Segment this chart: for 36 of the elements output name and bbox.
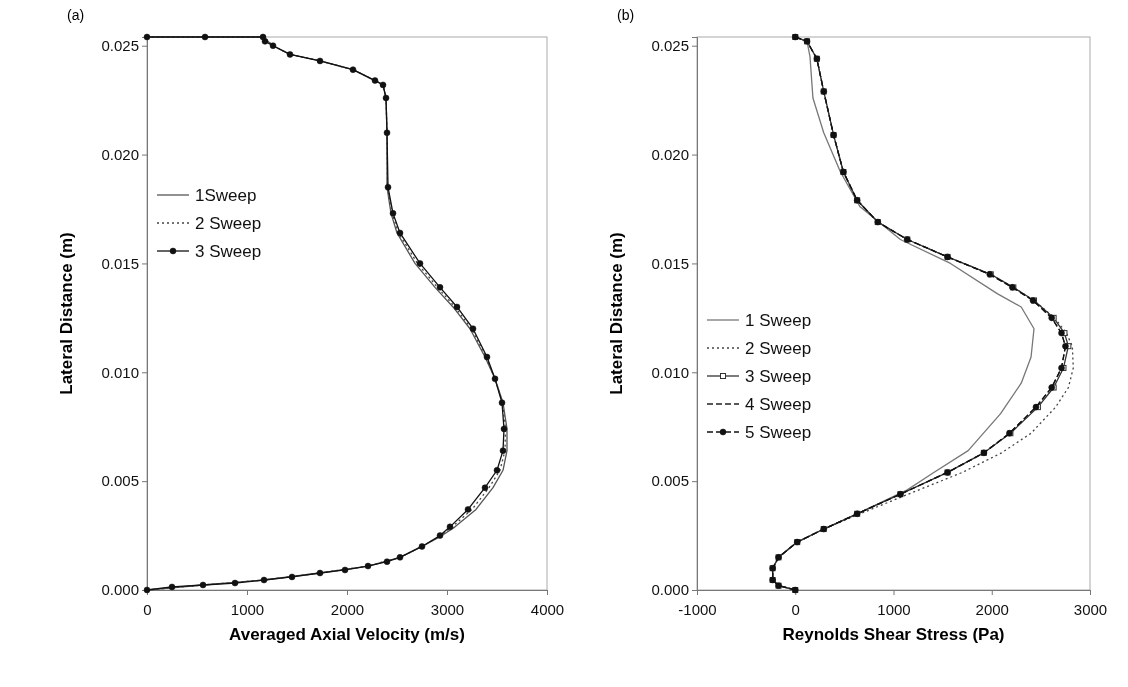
legend-label: 1Sweep [195,186,257,205]
x-tick-label: 0 [791,600,800,618]
y-tick-label: 0.010 [651,363,689,381]
y-tick-label: 0.000 [651,581,689,599]
x-tick-label: 1000 [230,600,265,618]
y-tick-label: 0.015 [651,254,689,272]
y-axis-title: Lateral Distance (m) [57,232,76,395]
x-tick-label: 3000 [1073,600,1108,618]
y-tick-label: 0.005 [651,472,689,490]
y-tick-label: 0.020 [651,145,689,163]
x-tick-label: 3000 [430,600,465,618]
legend-label: 3 Sweep [195,242,262,261]
chart-title: (a) [67,7,85,23]
y-axis-title: Lateral Distance (m) [607,232,626,395]
x-axis-title: Averaged Axial Velocity (m/s) [229,625,465,644]
x-tick-label: 2000 [975,600,1009,618]
legend-label: 1 Sweep [745,311,812,330]
y-tick-label: 0.015 [101,254,139,272]
x-tick-label: 1000 [877,600,911,618]
y-tick-label: 0.010 [101,363,139,381]
y-tick-label: 0.025 [651,37,689,55]
x-tick-label: 4000 [530,600,565,618]
chart-title: (b) [617,7,635,23]
x-tick-label: 2000 [330,600,365,618]
x-axis-title: Reynolds Shear Stress (Pa) [782,625,1005,644]
y-tick-label: 0.000 [101,581,139,599]
legend-label: 2 Sweep [195,214,262,233]
x-tick-label: -1000 [678,600,717,618]
y-tick-label: 0.005 [101,472,139,490]
legend-label: 5 Sweep [745,423,812,442]
legend-label: 2 Sweep [745,339,812,358]
legend-label: 4 Sweep [745,395,812,414]
y-tick-label: 0.025 [101,37,139,55]
x-tick-label: 0 [143,600,152,618]
legend-label: 3 Sweep [745,367,812,386]
y-tick-label: 0.020 [101,145,139,163]
